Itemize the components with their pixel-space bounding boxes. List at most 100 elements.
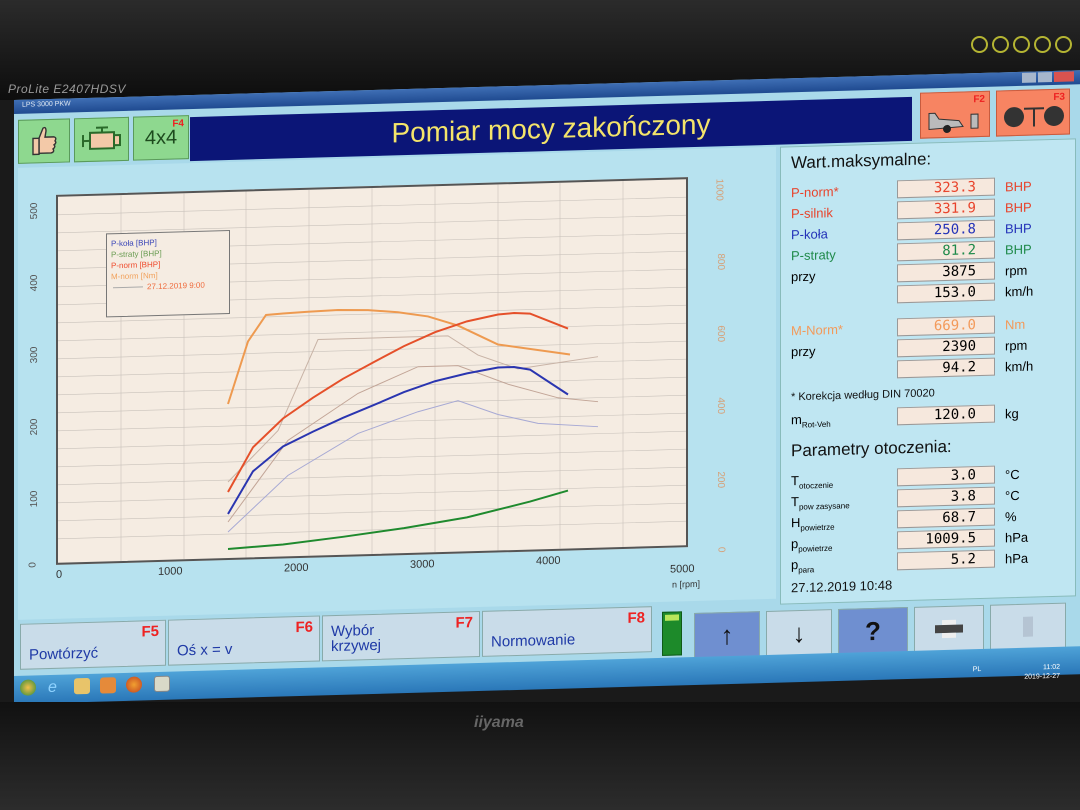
curve-select-button[interactable]: F7 Wybór krzywej <box>322 610 480 662</box>
torque-label: przy <box>791 343 816 360</box>
signal-level-bar <box>665 614 679 621</box>
accept-button[interactable] <box>18 118 70 164</box>
y-right-tick: 200 <box>714 471 726 489</box>
env-unit: hPa <box>1005 550 1029 567</box>
monitor-button-icon[interactable] <box>1013 36 1030 53</box>
mass-row: mRot-Veh 120.0 kg <box>791 403 1069 430</box>
normalization-key: F8 <box>627 609 645 627</box>
torque-label: M-Norm* <box>791 321 843 339</box>
max-label: P-koła <box>791 226 828 243</box>
monitor-logo: iiyama <box>474 714 524 731</box>
disk-button[interactable] <box>990 602 1066 651</box>
max-label: P-straty <box>791 247 836 264</box>
monitor-button-icon[interactable] <box>992 36 1009 53</box>
axle-button[interactable]: F3 <box>996 88 1070 137</box>
env-label-main: T <box>791 494 799 510</box>
folder-icon[interactable] <box>74 677 90 695</box>
monitor-brand-label: ProLite E2407HDSV <box>8 82 126 96</box>
env-label: ppowietrze <box>791 535 832 554</box>
env-label-sub: powietrze <box>800 522 835 533</box>
window-controls <box>1022 71 1074 83</box>
fourbyfour-key: F4 <box>172 118 184 130</box>
axle-icon <box>1004 105 1064 128</box>
tray-clock-date[interactable]: 2019-12-27 <box>1024 672 1060 681</box>
monitor-button-icon[interactable] <box>1034 36 1051 53</box>
normalization-label: Normowanie <box>491 631 576 651</box>
minimize-button[interactable] <box>1022 72 1036 83</box>
torque-value: 94.2 <box>897 357 995 379</box>
max-unit: BHP <box>1005 178 1032 195</box>
env-value: 68.7 <box>897 507 995 529</box>
top-toolbar: F4 4x4 Pomiar mocy zakończony F2 F3 <box>14 86 1080 166</box>
y-left-tick: 400 <box>28 274 40 292</box>
y-left-tick: 0 <box>27 562 39 568</box>
env-label-main: H <box>791 515 801 531</box>
tray-language[interactable]: PL <box>972 665 982 674</box>
env-value: 5.2 <box>897 549 995 571</box>
chart-panel: 500 400 300 200 100 0 <box>18 146 776 620</box>
repeat-button[interactable]: F5 Powtórzyć <box>20 619 166 670</box>
reference-power-curve <box>227 365 599 523</box>
close-button[interactable] <box>1054 71 1074 82</box>
fourbyfour-button[interactable]: F4 4x4 <box>133 115 189 161</box>
env-label-main: T <box>791 473 799 489</box>
firefox-icon[interactable] <box>126 676 142 693</box>
max-unit: BHP <box>1005 241 1032 258</box>
ie-icon[interactable]: e <box>48 678 57 697</box>
media-icon[interactable] <box>100 677 116 694</box>
start-icon[interactable] <box>20 679 36 696</box>
legend-timestamp: 27.12.2019 9:00 <box>147 280 205 292</box>
scroll-down-button[interactable]: ↓ <box>766 609 832 657</box>
app-taskbar-icon[interactable] <box>154 675 170 693</box>
x-tick: 0 <box>56 568 63 581</box>
print-button[interactable] <box>914 604 984 653</box>
correction-note: * Korekcja według DIN 70020 <box>791 387 935 404</box>
mass-label: mRot-Veh <box>791 411 831 430</box>
tray-clock-time[interactable]: 11:02 <box>1043 663 1060 672</box>
status-title: Pomiar mocy zakończony <box>391 108 711 149</box>
maximize-button[interactable] <box>1038 72 1052 83</box>
torque-value: 2390 <box>897 336 995 358</box>
p-kola-curve <box>227 366 569 515</box>
results-panel: Wart.maksymalne: P-norm* 323.3 BHP P-sil… <box>780 138 1076 605</box>
curve-select-label: Wybór krzywej <box>331 621 382 656</box>
y-right-tick: 400 <box>714 397 726 415</box>
bottom-function-bar: F5 Powtórzyć F6 Oś x = v F7 Wybór krzywe… <box>18 594 1076 674</box>
env-label: Totoczenie <box>791 472 833 491</box>
help-button[interactable]: ? <box>838 607 908 655</box>
engine-icon <box>81 126 121 150</box>
legend-line-icon <box>113 286 143 289</box>
x-axis-speed-label: Oś x = v <box>177 640 233 660</box>
arrow-up-icon: ↑ <box>720 619 734 650</box>
max-label: przy <box>791 268 816 285</box>
y-right-tick: 0 <box>715 546 727 553</box>
p-norm-curve <box>227 312 569 493</box>
max-value: 3875 <box>897 261 995 283</box>
y-right-tick: 600 <box>714 325 726 343</box>
x-axis-speed-button[interactable]: F6 Oś x = v <box>168 615 320 666</box>
torque-unit: Nm <box>1005 316 1026 333</box>
max-label: P-silnik <box>791 205 833 222</box>
thumbs-up-icon <box>32 126 57 156</box>
x-axis-speed-key: F6 <box>295 618 313 637</box>
repeat-key: F5 <box>141 622 159 641</box>
normalization-button[interactable]: F8 Normowanie <box>482 606 652 657</box>
y-right-tick: 800 <box>714 253 726 271</box>
monitor-button-icon[interactable] <box>1055 36 1072 53</box>
monitor-hardware-buttons <box>971 36 1072 53</box>
max-value: 250.8 <box>897 219 995 241</box>
engine-button[interactable] <box>74 116 129 163</box>
window-title: LPS 3000 PKW <box>22 100 71 109</box>
max-value: 323.3 <box>897 177 995 199</box>
app-screen: LPS 3000 PKW F4 4x4 <box>14 70 1080 704</box>
car-button[interactable]: F2 <box>920 90 990 139</box>
chart-svg <box>58 180 686 562</box>
signal-level-indicator <box>662 611 682 656</box>
reference-wheel-curve <box>227 400 599 533</box>
env-params-title: Parametry otoczenia: <box>791 436 952 461</box>
monitor-button-icon[interactable] <box>971 36 988 53</box>
mass-value: 120.0 <box>897 404 995 426</box>
scroll-up-button[interactable]: ↑ <box>694 611 760 660</box>
mass-label-main: m <box>791 411 802 428</box>
y-left-tick: 200 <box>28 418 40 436</box>
